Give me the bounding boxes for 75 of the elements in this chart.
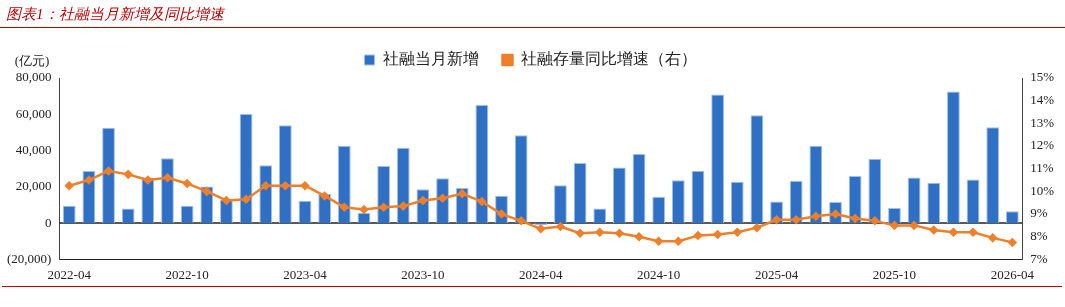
point: [850, 214, 860, 223]
chart-title: 图表1：社融当月新增及同比增速: [0, 0, 1065, 28]
point: [202, 187, 212, 196]
point: [261, 181, 270, 190]
point: [811, 212, 821, 221]
x-tick-label: 2023-10: [401, 266, 445, 282]
point: [104, 166, 113, 176]
point: [399, 201, 408, 211]
point: [222, 196, 231, 205]
point: [182, 179, 192, 188]
point: [64, 181, 74, 190]
point: [949, 227, 958, 237]
point: [693, 231, 703, 240]
point: [615, 229, 624, 238]
y-tick-label: 60,000: [15, 105, 52, 121]
point: [379, 203, 388, 212]
point: [84, 175, 94, 185]
y-tick-label: 20,000: [15, 178, 52, 194]
point: [241, 195, 251, 204]
point: [300, 181, 310, 190]
point: [752, 223, 762, 232]
point: [772, 215, 781, 224]
y2-tick-label: 12%: [1030, 137, 1055, 153]
point: [674, 237, 683, 246]
point: [143, 175, 153, 185]
point: [438, 193, 447, 203]
point: [556, 222, 565, 231]
x-tick-label: 2026-04: [990, 266, 1035, 282]
point: [595, 227, 604, 237]
point: [575, 229, 585, 238]
y2-tick-label: 13%: [1030, 114, 1055, 130]
x-tick-label: 2024-04: [519, 266, 563, 282]
y2-tick-label: 11%: [1030, 160, 1054, 176]
y2-tick-label: 7%: [1030, 250, 1048, 266]
y2-tick-label: 9%: [1030, 205, 1048, 221]
y-tick-label: (20,000): [6, 250, 52, 266]
point: [320, 191, 329, 201]
x-tick-label: 2022-10: [165, 266, 209, 282]
y2-tick-label: 14%: [1030, 92, 1055, 108]
point: [988, 233, 997, 243]
point: [870, 216, 880, 226]
point: [477, 197, 487, 206]
y2-tick-label: 10%: [1030, 182, 1055, 198]
point: [123, 170, 133, 179]
point: [968, 227, 978, 237]
point: [791, 215, 801, 224]
point: [163, 173, 172, 183]
point: [359, 205, 369, 214]
point: [536, 224, 546, 234]
point: [713, 230, 722, 239]
x-tick-label: 2025-04: [754, 266, 799, 282]
point: [654, 237, 663, 246]
y-tick-label: 0: [44, 214, 52, 230]
y-tick-label: 80,000: [15, 69, 52, 85]
point: [418, 196, 428, 205]
legend-label: 社融存量同比增速（右）: [520, 50, 697, 68]
y2-tick-label: 15%: [1030, 69, 1055, 85]
point: [516, 216, 526, 226]
x-tick-label: 2022-04: [47, 266, 92, 282]
y-axis-title: (亿元): [14, 52, 50, 68]
y2-tick-label: 8%: [1030, 228, 1048, 244]
point: [281, 181, 290, 190]
legend-label: 社融当月新增: [382, 50, 479, 68]
x-tick-label: 2024-10: [637, 266, 681, 282]
y-tick-label: 40,000: [15, 141, 52, 157]
point: [457, 189, 467, 198]
point: [890, 221, 899, 230]
point: [929, 225, 938, 235]
x-tick-label: 2025-10: [872, 266, 917, 282]
x-tick-label: 2023-04: [283, 266, 328, 282]
point: [634, 232, 644, 241]
point: [733, 227, 742, 237]
point: [1008, 238, 1017, 247]
point: [340, 203, 349, 212]
point: [909, 221, 919, 230]
